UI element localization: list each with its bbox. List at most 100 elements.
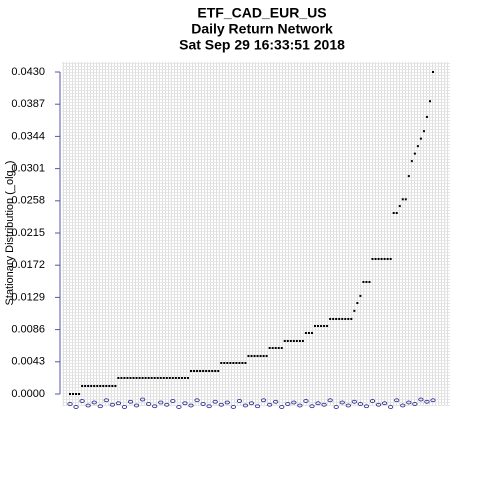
point — [97, 404, 103, 409]
point — [314, 325, 317, 328]
point — [297, 403, 303, 408]
point — [183, 376, 186, 379]
point — [406, 400, 412, 405]
point — [232, 361, 235, 364]
point — [327, 398, 333, 403]
y-tick-label: 0.0258 — [11, 195, 45, 207]
point — [208, 370, 211, 373]
point — [381, 401, 388, 406]
point — [129, 376, 132, 379]
point — [301, 339, 304, 342]
point — [317, 325, 320, 328]
point — [357, 402, 363, 406]
point — [375, 402, 382, 407]
point — [144, 376, 147, 379]
point — [268, 347, 271, 350]
point — [419, 137, 422, 140]
y-tick-label: 0.0215 — [11, 227, 45, 239]
point — [241, 361, 244, 364]
point — [309, 404, 315, 409]
point — [389, 257, 392, 260]
point — [170, 399, 176, 403]
chart-subtitle: Sat Sep 29 16:33:51 2018 — [179, 37, 345, 53]
point — [338, 317, 341, 320]
point — [114, 384, 117, 387]
point — [398, 205, 401, 208]
point — [250, 355, 253, 358]
point — [424, 399, 430, 404]
point — [123, 376, 126, 379]
point — [90, 384, 93, 387]
point — [377, 257, 380, 260]
point — [339, 400, 345, 405]
point — [356, 302, 359, 305]
point — [229, 361, 232, 364]
point — [180, 376, 183, 379]
point — [218, 402, 224, 407]
point — [298, 339, 301, 342]
point — [186, 376, 189, 379]
point — [99, 384, 102, 387]
point — [242, 403, 249, 408]
point — [323, 325, 326, 328]
point — [79, 399, 85, 403]
point — [283, 339, 286, 342]
point — [238, 361, 241, 364]
point — [146, 402, 152, 406]
point — [168, 376, 171, 379]
point — [121, 405, 128, 409]
point — [374, 257, 377, 260]
point — [394, 398, 400, 403]
point — [93, 384, 96, 387]
point — [412, 402, 418, 406]
point — [214, 370, 217, 373]
point — [152, 404, 158, 409]
y-tick-label: 0.0172 — [11, 259, 45, 271]
point — [135, 376, 138, 379]
point — [73, 405, 79, 409]
point — [371, 257, 374, 260]
point — [260, 398, 267, 403]
point — [224, 400, 230, 405]
point — [351, 399, 357, 404]
point — [115, 401, 122, 406]
point — [194, 398, 200, 403]
point — [193, 370, 196, 373]
point — [196, 370, 199, 373]
point — [280, 347, 283, 350]
point — [103, 398, 109, 403]
point — [226, 361, 229, 364]
point — [85, 403, 91, 408]
point — [87, 384, 90, 387]
point — [289, 339, 292, 342]
point — [363, 404, 370, 409]
point — [392, 212, 395, 215]
point — [212, 399, 218, 404]
point — [291, 400, 297, 405]
point — [410, 160, 413, 163]
point — [369, 399, 376, 403]
point — [174, 376, 177, 379]
chart-subtitle: Daily Return Network — [191, 21, 333, 37]
point — [321, 402, 327, 407]
point — [335, 317, 338, 320]
point — [67, 402, 73, 406]
point — [211, 370, 214, 373]
point — [292, 339, 295, 342]
point — [303, 399, 309, 403]
point — [344, 317, 347, 320]
point — [404, 198, 407, 201]
point — [159, 376, 162, 379]
y-tick-label: 0.0301 — [11, 163, 45, 175]
point — [217, 370, 220, 373]
y-tick-label: 0.0387 — [11, 98, 45, 110]
point — [341, 317, 344, 320]
point — [199, 370, 202, 373]
point — [253, 355, 256, 358]
point — [140, 397, 146, 402]
point — [147, 376, 150, 379]
point — [271, 347, 274, 350]
point — [230, 405, 236, 409]
point — [332, 317, 335, 320]
point — [141, 376, 144, 379]
